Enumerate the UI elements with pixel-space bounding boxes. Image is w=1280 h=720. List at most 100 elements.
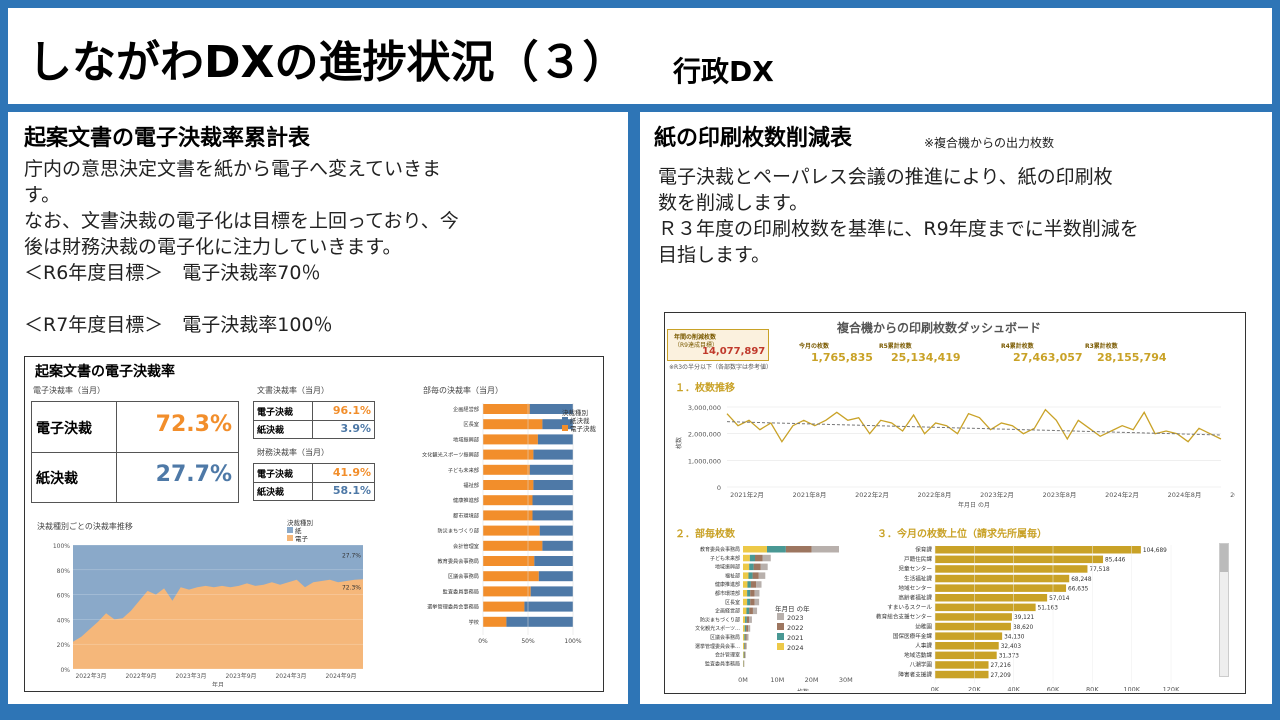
dept-bar-paper [506, 616, 573, 627]
dept-legend-electronic-label: 電子決裁 [570, 425, 596, 433]
dept-bar-electronic [483, 616, 507, 627]
dept-legend-title: 決裁種別 [562, 409, 588, 417]
dept-category-label: 区長室 [463, 420, 479, 428]
kpi-label-r4: R4累計枚数 [1001, 343, 1034, 350]
dept-bar-paper [533, 480, 573, 490]
dept-count-bar-2024 [743, 546, 767, 553]
top-bar [935, 670, 989, 679]
top-category-label: 保育課 [915, 546, 932, 554]
dept-count-label: 地域振興部 [715, 564, 740, 571]
rate-row-value: 72.3% [155, 412, 232, 437]
dept-bar-electronic [483, 480, 534, 490]
kpi-label-month: 今月の枚数 [799, 343, 830, 350]
dept-bar-paper [532, 510, 573, 521]
legend-2024-label: 2024 [787, 644, 804, 652]
trend-end-label-paper: 27.7% [342, 552, 361, 559]
dept-count-bar-2024 [743, 634, 745, 641]
dept-count-bar-2021 [743, 651, 745, 659]
dept-count-bar-2023 [745, 651, 746, 659]
left-text-line: ＜R6年度目標＞ 電子決裁率70％ [24, 262, 321, 284]
top-category-label: 国保医療年金課 [893, 632, 933, 640]
dept-count-x-label: 枚数 [797, 688, 809, 691]
target-label: 年間の削減枚数 [674, 334, 717, 341]
trend-x-tick: 2022年9月 [125, 672, 156, 680]
print-trend-x-tick: 2022年2月 [855, 490, 889, 499]
dept-count-bar-2023 [758, 572, 766, 579]
dept-count-bar-2023 [762, 554, 771, 562]
dept-bar-electronic [483, 586, 531, 597]
dept-legend-paper-label: 紙決裁 [570, 417, 590, 425]
dept-count-label: 福祉部 [725, 572, 740, 579]
section3-title: ３．今月の枚数上位（請求先所属毎） [877, 529, 1047, 540]
dept-bar-paper [530, 586, 573, 597]
rate-row-label: 紙決裁 [36, 471, 78, 487]
trend-legend-title: 決裁種別 [287, 519, 313, 527]
dept-category-label: 区議会事務局 [448, 572, 479, 580]
dept-legend-paper: 紙決裁 [562, 415, 590, 425]
top-bar-value: 27,216 [991, 663, 1012, 669]
dept-bar-electronic [483, 449, 534, 460]
dept-category-label: 会計管理室 [453, 542, 479, 550]
trend-legend-paper-label: 紙 [295, 527, 302, 535]
top-x-tick: 40K [1007, 685, 1020, 691]
print-trend-y-label: 枚数 [675, 437, 683, 449]
trend-y-tick: 20% [57, 642, 71, 649]
legend-2022-label: 2022 [787, 624, 804, 632]
dept-count-bar-2024 [743, 642, 745, 650]
doc-rate-table: 電子決裁 96.1% 紙決裁 3.9% [253, 401, 375, 439]
target-box: 年間の削減枚数 （R9達成目標） 14,077,897 [667, 329, 769, 361]
top-bar-value: 38,620 [1013, 625, 1034, 631]
left-text-line: ＜R7年度目標＞ 電子決裁率100％ [24, 314, 333, 336]
dept-bar-electronic [483, 434, 538, 445]
left-text-line: 後は財務決裁の電子化に注力していきます。 [24, 236, 402, 258]
trend-y-tick: 0% [60, 667, 70, 674]
print-trend-line [726, 408, 1222, 443]
dept-count-bar-2023 [754, 590, 760, 597]
print-trend-x-tick: 2023年8月 [1043, 490, 1077, 499]
right-section-title: 紙の印刷枚数削減表 [654, 126, 853, 151]
dept-bar-paper [532, 495, 573, 506]
kpi-value-r5: 25,134,419 [891, 351, 961, 364]
top-x-tick: 80K [1086, 685, 1099, 691]
scrollbar[interactable] [1219, 543, 1229, 677]
dept-count-x-tick: 20M [805, 676, 819, 684]
dept-count-bar-2022 [752, 572, 759, 579]
dept-x-tick: 0% [478, 638, 488, 645]
top-bar-value: 27,209 [991, 673, 1012, 679]
right-text-line: Ｒ３年度の印刷枚数を基準に、R9年度までに半数削減を [658, 218, 1139, 240]
dept-category-label: 選挙管理委員会事務局 [427, 603, 479, 611]
trend-electronic-area [73, 579, 363, 669]
top-category-label: 人事課 [915, 642, 932, 650]
dept-count-chart: 教育委員会事務局子ども未来部地域振興部福祉部健康推進部都市環境部区長室企画経営部… [695, 546, 853, 691]
dept-count-bar-2023 [811, 546, 839, 553]
section1-title: １．枚数推移 [675, 383, 735, 394]
dept-count-bar-2024 [743, 598, 748, 606]
dept-count-x-tick: 10M [770, 676, 784, 684]
trend-x-tick: 2023年9月 [225, 672, 256, 680]
dept-count-label: 区議会事務局 [710, 634, 740, 641]
doc-rate-label-e: 電子決裁 [257, 408, 294, 418]
top-bar-value: 39,121 [1014, 615, 1035, 621]
doc-rate-label-p: 紙決裁 [257, 426, 285, 436]
top-category-label: すまいるスクール [887, 604, 932, 611]
trend-x-tick: 2023年3月 [175, 672, 206, 680]
page-title: しながわDXの進捗状況（３） [28, 37, 627, 88]
trend-x-label: 年月 [212, 681, 224, 687]
dept-category-label: 教育委員会事務局 [437, 557, 479, 565]
fin-rate-value-e: 41.9% [332, 466, 371, 479]
dept-count-bar-2022 [749, 607, 753, 615]
doc-rate-value-e: 96.1% [332, 404, 371, 417]
top-bar [935, 584, 1067, 592]
dept-bar-electronic [483, 601, 525, 612]
trend-area-chart: 100% 80% 60% 40% 20% 0% 2022年3月 2022年9月 2023年3月 2… [53, 543, 363, 687]
top-bar-value: 104,689 [1143, 548, 1167, 554]
print-trend-x-label: 年月日 の月 [958, 501, 990, 509]
print-trend-y-tick: 1,000,000 [688, 457, 721, 465]
dept-count-bar-2021 [767, 546, 786, 553]
approval-dashboard: 起案文書の電子決裁率 電子決裁率（当月） 電子決裁 72.3% 紙決裁 27.7… [24, 356, 604, 692]
dept-bar-paper [539, 525, 573, 536]
left-text-line: なお、文書決裁の電子化は目標を上回っており、今 [24, 210, 459, 232]
dept-count-label: 区長室 [725, 599, 740, 606]
legend-2024: 2024 [777, 643, 804, 652]
scrollbar-thumb[interactable] [1220, 544, 1228, 572]
